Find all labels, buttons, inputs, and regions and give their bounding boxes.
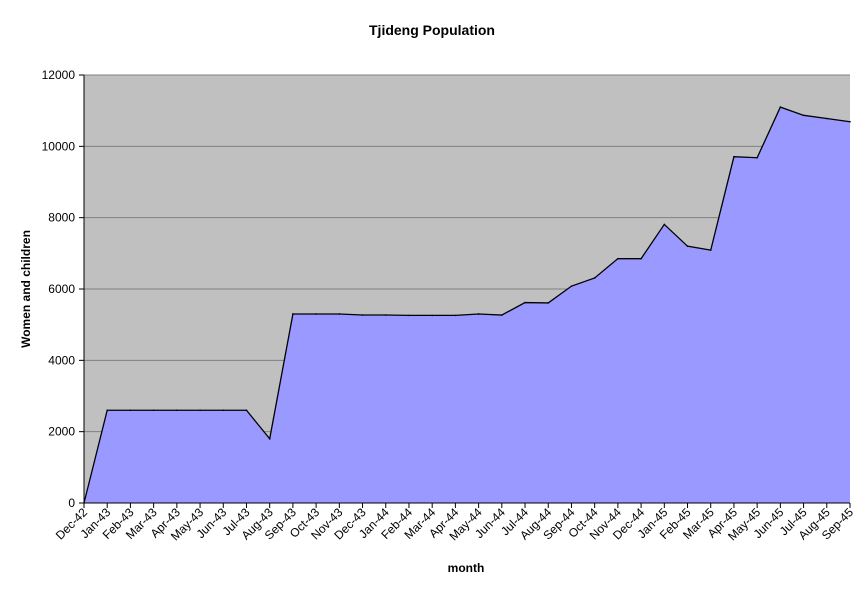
data-point — [152, 409, 155, 412]
data-point — [593, 277, 596, 279]
y-tick-label: 0 — [68, 496, 75, 510]
data-point — [106, 409, 109, 412]
y-axis-title: Women and children — [19, 230, 33, 348]
data-point — [709, 249, 712, 251]
data-point — [384, 314, 387, 316]
data-point — [454, 314, 457, 317]
data-point — [477, 313, 480, 315]
data-point — [640, 257, 642, 260]
y-tick-label: 6000 — [48, 282, 75, 296]
chart-title: Tjideng Population — [369, 22, 495, 38]
data-point — [547, 302, 550, 304]
data-point — [245, 409, 248, 412]
data-point — [431, 314, 433, 317]
y-tick-label: 12000 — [42, 68, 76, 82]
data-point — [756, 156, 758, 159]
data-point — [825, 117, 828, 120]
data-point — [361, 314, 364, 316]
x-axis-ticks: Dec-42Jan-43Feb-43Mar-43Apr-43May-43Jun-… — [53, 503, 856, 543]
data-point — [199, 409, 201, 412]
data-point — [222, 409, 225, 412]
y-axis-ticks: 0 2000 4000 6000 8000 10000 12000 — [42, 68, 84, 510]
data-point — [338, 313, 341, 315]
data-point — [663, 223, 666, 226]
data-point — [408, 314, 410, 317]
data-point — [686, 245, 689, 247]
y-tick-label: 2000 — [48, 425, 75, 439]
data-point — [268, 438, 271, 440]
data-point — [617, 257, 619, 260]
data-point — [292, 313, 294, 315]
area-series-line — [83, 106, 851, 504]
data-point — [129, 409, 132, 412]
y-tick-label: 4000 — [48, 353, 75, 367]
y-tick-label: 10000 — [42, 139, 76, 153]
y-tick-label: 8000 — [48, 211, 75, 225]
data-point — [176, 409, 178, 412]
data-point — [802, 114, 805, 117]
data-point — [524, 301, 526, 304]
x-axis-title: month — [448, 561, 485, 575]
data-point — [570, 285, 573, 287]
data-point — [779, 106, 782, 108]
data-point — [501, 314, 503, 316]
data-point — [849, 120, 851, 123]
data-point — [733, 155, 735, 158]
data-point — [315, 313, 317, 315]
area-series-fill — [84, 107, 850, 503]
